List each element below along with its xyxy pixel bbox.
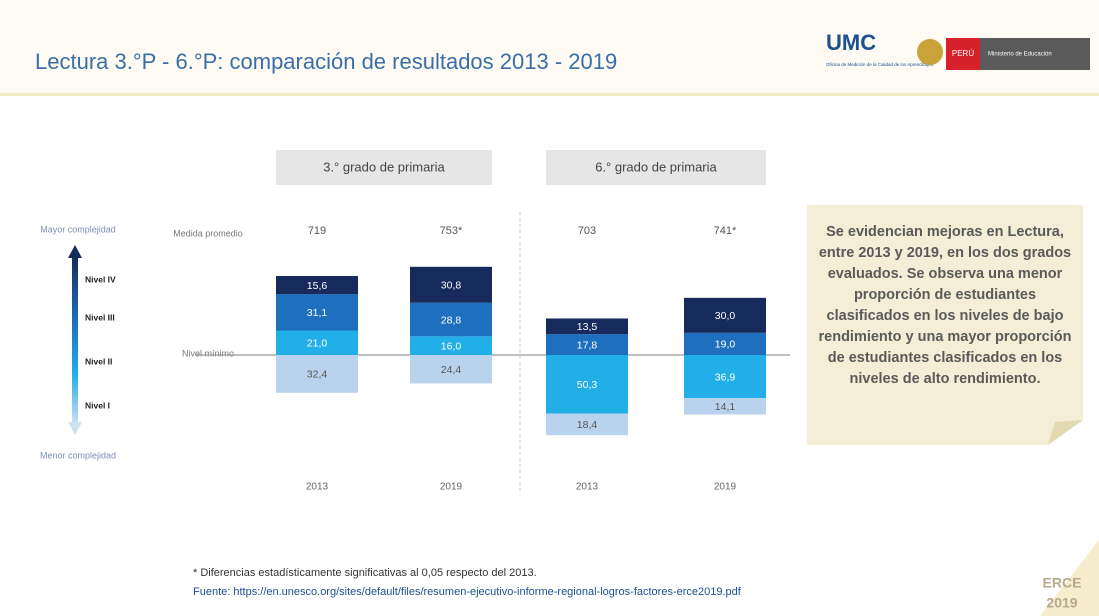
scale-top: Mayor complejidad — [40, 224, 116, 234]
legend-label: Nivel II — [85, 356, 112, 366]
bar-segment — [410, 266, 492, 303]
panel-header — [546, 150, 766, 185]
note: Se evidencian mejoras en Lectura, entre … — [818, 224, 1072, 387]
bar-segment — [684, 297, 766, 333]
scale-bottom: Menor complejidad — [40, 450, 116, 460]
bar-segment — [276, 355, 358, 393]
note-box — [807, 205, 1083, 445]
data-label: 30,8 — [441, 280, 462, 292]
data-label: 32,4 — [307, 369, 328, 381]
country: PERÚ — [952, 49, 974, 58]
x-tick-label: 2013 — [306, 482, 329, 493]
corner-shape — [1040, 540, 1099, 616]
bar-segment — [276, 276, 358, 295]
data-label: 17,8 — [577, 339, 598, 351]
data-label: 30,0 — [715, 310, 736, 322]
mean-value: 741* — [714, 225, 737, 237]
bar-segment — [684, 398, 766, 415]
data-label: 28,8 — [441, 314, 462, 326]
bar-segment — [410, 336, 492, 355]
legend-label: Nivel IV — [85, 274, 116, 284]
peru-block — [946, 38, 980, 70]
data-label: 16,0 — [441, 340, 462, 352]
data-label: 31,1 — [307, 307, 328, 319]
bar-segment — [546, 334, 628, 355]
bar-segment — [546, 413, 628, 436]
data-label: 13,5 — [577, 321, 598, 333]
corner-text: ERCE — [1043, 575, 1082, 591]
data-label: 18,4 — [577, 419, 598, 431]
mean-value: 703 — [578, 225, 596, 237]
bar-segment — [410, 302, 492, 337]
data-label: 14,1 — [715, 401, 736, 413]
scale-arrow — [72, 255, 78, 425]
data-label: 21,0 — [307, 338, 328, 350]
data-label: 19,0 — [715, 339, 736, 351]
bar-segment — [410, 355, 492, 384]
bar-segment — [546, 355, 628, 414]
bar-segment — [276, 294, 358, 331]
logo: UMC — [826, 30, 876, 55]
logo-subtitle: Oficina de Medición de la Calidad de los… — [826, 62, 934, 67]
source: Fuente: https://en.unesco.org/sites/defa… — [193, 586, 742, 598]
x-tick-label: 2019 — [714, 482, 737, 493]
note-fold — [1048, 420, 1083, 445]
bar-segment — [684, 332, 766, 355]
x-tick-label: 2019 — [440, 482, 463, 493]
data-label: 24,4 — [441, 364, 462, 376]
panel-title: 6.° grado de primaria — [595, 159, 717, 174]
bar-segment — [276, 330, 358, 355]
slide-title: Lectura 3.°P - 6.°P: comparación de resu… — [35, 49, 617, 74]
footnote: * Diferencias estadísticamente significa… — [193, 567, 537, 579]
emblem — [917, 39, 943, 65]
minimum-label: Nivel mínimo — [182, 348, 234, 358]
mean-value: 753* — [440, 225, 463, 237]
legend-label: Nivel I — [85, 400, 110, 410]
corner-text: 2019 — [1046, 595, 1077, 611]
arrow-head — [68, 422, 82, 435]
x-tick-label: 2013 — [576, 482, 599, 493]
mean-label: Medida promedio — [173, 228, 243, 238]
mean-value: 719 — [308, 225, 326, 237]
bar-segment — [546, 318, 628, 335]
legend-label: Nivel III — [85, 312, 115, 322]
data-label: 36,9 — [715, 371, 736, 383]
header-rule — [0, 93, 1099, 96]
data-label: 50,3 — [577, 379, 598, 391]
panel-title: 3.° grado de primaria — [323, 159, 445, 174]
header-band — [0, 0, 1099, 95]
bar-segment — [684, 355, 766, 399]
arrow-head — [68, 245, 82, 258]
data-label: 15,6 — [307, 280, 328, 292]
panel-header — [276, 150, 492, 185]
ministry: Ministerio de Educación — [988, 52, 1052, 58]
ministry-block — [980, 38, 1090, 70]
